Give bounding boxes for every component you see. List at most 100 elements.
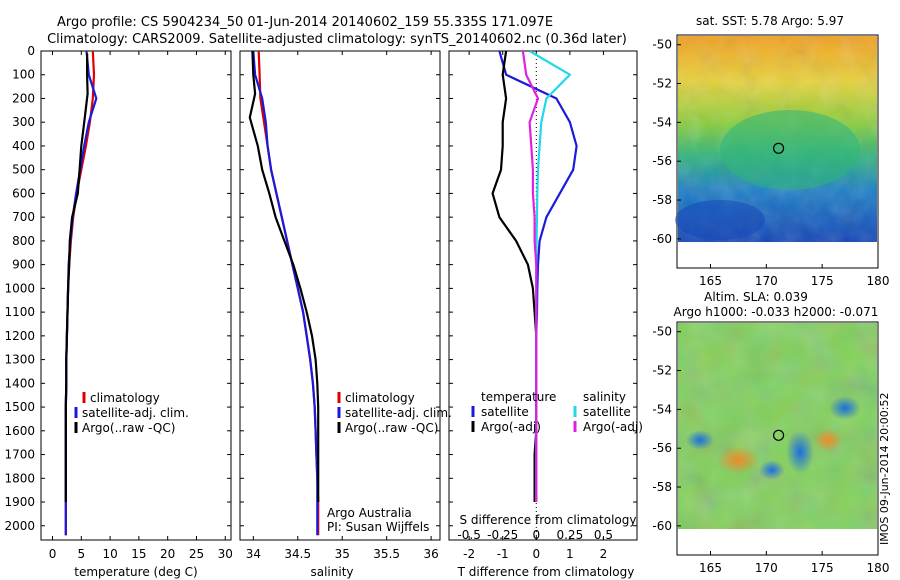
depth-tick-label: 400 — [12, 139, 35, 153]
depth-tick-label: 1100 — [4, 305, 35, 319]
x-tick-label: 1 — [566, 547, 574, 561]
x-tick-label: 30 — [218, 547, 233, 561]
x-tick-label: 5 — [77, 547, 85, 561]
legend-label-climatology: climatology — [90, 391, 160, 405]
x-tick-label: 25 — [189, 547, 204, 561]
temperature-legend: climatology satellite-adj. clim. Argo(..… — [74, 391, 189, 435]
depth-tick-label: 1500 — [4, 400, 35, 414]
depth-tick-label: 0 — [27, 44, 35, 58]
s-diff-tick-label: 0.5 — [594, 528, 613, 542]
s-diff-x-ticks: -0.5-0.2500.250.5 — [457, 528, 613, 542]
sla-map-low-3 — [829, 396, 861, 420]
depth-tick-label: 600 — [12, 186, 35, 200]
depth-tick-label: 500 — [12, 163, 35, 177]
sla-map-title-line2: Argo h1000: -0.033 h2000: -0.071 — [674, 305, 879, 319]
s-diff-tick-label: 0.25 — [556, 528, 583, 542]
x-tick-label: 0 — [49, 547, 57, 561]
x-tick-label: 35.5 — [373, 547, 400, 561]
legend-title-salinity: salinity — [583, 390, 626, 404]
pi-credit: PI: Susan Wijffels — [327, 520, 429, 534]
difference-lines — [491, 51, 578, 502]
x-tick-label: 34.5 — [284, 547, 311, 561]
map-y-tick-label: -54 — [652, 115, 672, 129]
sla-map-texture — [678, 323, 877, 529]
x-tick-label: 20 — [160, 547, 175, 561]
map-x-tick-label: 165 — [699, 274, 722, 288]
s-diff-tick-label: -0.25 — [487, 528, 518, 542]
legend-title-temperature: temperature — [481, 390, 556, 404]
temperature-lines — [64, 51, 98, 536]
depth-tick-label: 300 — [12, 115, 35, 129]
salinity-panel-frame — [239, 50, 441, 541]
sst-map-warm-patch — [720, 110, 860, 190]
series-line-argo-raw-qc- — [248, 51, 320, 502]
sla-map-low-2 — [686, 430, 714, 450]
depth-tick-label: 2000 — [4, 519, 35, 533]
t-diff-axis-label: T difference from climatology — [457, 565, 635, 579]
depth-tick-label: 1700 — [4, 448, 35, 462]
sla-map — [676, 321, 879, 556]
x-tick-label: 35 — [335, 547, 350, 561]
map-x-tick-label: 175 — [811, 274, 834, 288]
depth-tick-label: 1900 — [4, 495, 35, 509]
sla-map-title-line1: Altim. SLA: 0.039 — [704, 290, 808, 304]
depth-tick-label: 1600 — [4, 424, 35, 438]
x-tick-label: 0 — [532, 547, 540, 561]
series-line-argo-raw-qc- — [64, 53, 89, 502]
t-diff-x-ticks: -2 -1 0 1 2 — [463, 51, 607, 561]
depth-tick-label: 200 — [12, 91, 35, 105]
map-x-tick-label: 165 — [699, 561, 722, 575]
sla-profile-marker — [772, 429, 785, 441]
temperature-x-ticks: 0 5 10 15 20 25 30 — [49, 51, 233, 561]
x-tick-label: 10 — [102, 547, 117, 561]
depth-tick-label: 100 — [12, 68, 35, 82]
x-tick-label: 34 — [246, 547, 261, 561]
map-x-tick-label: 175 — [811, 561, 834, 575]
depth-tick-label: 700 — [12, 210, 35, 224]
x-tick-label: -1 — [497, 547, 509, 561]
s-diff-tick-label: -0.5 — [457, 528, 480, 542]
sst-map-ticks: 165 170 175 180 -50 -52 -54 -56 -58 -60 — [652, 38, 889, 288]
sla-map-high-2 — [814, 428, 842, 452]
legend-label-satellite: satellite-adj. clim. — [345, 406, 452, 420]
sst-map-title: sat. SST: 5.78 Argo: 5.97 — [696, 14, 844, 28]
legend-label-climatology: climatology — [345, 391, 415, 405]
legend-label-t-argo: Argo(-adj) — [481, 420, 541, 434]
depth-tick-label: 900 — [12, 258, 35, 272]
map-x-tick-label: 170 — [755, 274, 778, 288]
sla-map-ticks: 165 170 175 180 -50 -52 -54 -56 -58 -60 — [652, 325, 889, 575]
map-x-tick-label: 170 — [755, 561, 778, 575]
sst-map-cold-patch — [675, 200, 765, 240]
map-y-tick-label: -52 — [652, 77, 672, 91]
map-y-tick-label: -60 — [652, 519, 672, 533]
series-line-satellite-adj-clim- — [252, 51, 319, 536]
depth-tick-label: 1400 — [4, 376, 35, 390]
map-y-tick-label: -50 — [652, 38, 672, 52]
map-x-tick-label: 180 — [867, 561, 890, 575]
temperature-panel-frame — [40, 50, 232, 541]
difference-panel-frame — [448, 50, 638, 541]
depth-tick-label: 1800 — [4, 471, 35, 485]
legend-label-s-satellite: satellite — [583, 405, 631, 419]
x-tick-label: -2 — [463, 547, 475, 561]
imos-timestamp: IMOS 09-Jun-2014 20:00:52 — [878, 392, 891, 545]
depth-tick-label: 1200 — [4, 329, 35, 343]
map-y-tick-label: -58 — [652, 480, 672, 494]
x-tick-label: 15 — [131, 547, 146, 561]
s-diff-axis-label: S difference from climatology — [460, 513, 637, 527]
legend-label-argo: Argo(..raw -QC) — [345, 421, 438, 435]
depth-tick-label: 1000 — [4, 281, 35, 295]
argo-australia-credit: Argo Australia — [327, 506, 412, 520]
x-tick-label: 2 — [600, 547, 608, 561]
salinity-x-ticks: 34 34.5 35 35.5 36 — [246, 51, 439, 561]
map-y-tick-label: -58 — [652, 193, 672, 207]
salinity-axis-label: salinity — [310, 565, 353, 579]
sst-map — [675, 34, 879, 269]
difference-legend: temperature salinity satellite Argo(-adj… — [471, 390, 643, 434]
map-y-tick-label: -54 — [652, 402, 672, 416]
depth-tick-label: 1300 — [4, 353, 35, 367]
sla-map-high-1 — [716, 446, 760, 474]
figure-title-line2: Climatology: CARS2009. Satellite-adjuste… — [47, 32, 627, 47]
legend-label-s-argo: Argo(-adj) — [583, 420, 643, 434]
